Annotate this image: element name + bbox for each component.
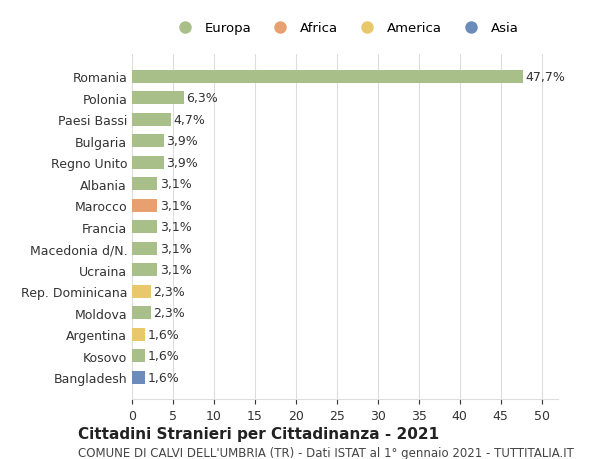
Bar: [132, 242, 157, 255]
Bar: [132, 157, 164, 169]
Bar: [132, 285, 151, 298]
Text: 4,7%: 4,7%: [173, 113, 205, 127]
Bar: [132, 71, 523, 84]
Bar: [132, 263, 157, 276]
Text: 1,6%: 1,6%: [148, 349, 179, 362]
Text: 2,3%: 2,3%: [154, 285, 185, 298]
Bar: [132, 307, 151, 319]
Bar: [132, 371, 145, 384]
Legend: Europa, Africa, America, Asia: Europa, Africa, America, Asia: [166, 17, 524, 40]
Text: 3,9%: 3,9%: [166, 157, 198, 169]
Text: 1,6%: 1,6%: [148, 371, 179, 384]
Text: 6,3%: 6,3%: [186, 92, 218, 105]
Text: 3,1%: 3,1%: [160, 242, 191, 255]
Bar: [132, 135, 164, 148]
Bar: [132, 92, 184, 105]
Bar: [132, 349, 145, 362]
Text: 3,1%: 3,1%: [160, 199, 191, 212]
Text: 3,1%: 3,1%: [160, 263, 191, 277]
Bar: [132, 199, 157, 212]
Text: 3,1%: 3,1%: [160, 221, 191, 234]
Text: 3,1%: 3,1%: [160, 178, 191, 191]
Bar: [132, 328, 145, 341]
Text: 3,9%: 3,9%: [166, 135, 198, 148]
Text: Cittadini Stranieri per Cittadinanza - 2021: Cittadini Stranieri per Cittadinanza - 2…: [78, 425, 439, 441]
Bar: [132, 113, 170, 127]
Bar: [132, 221, 157, 234]
Text: 2,3%: 2,3%: [154, 307, 185, 319]
Text: 1,6%: 1,6%: [148, 328, 179, 341]
Bar: [132, 178, 157, 191]
Text: COMUNE DI CALVI DELL'UMBRIA (TR) - Dati ISTAT al 1° gennaio 2021 - TUTTITALIA.IT: COMUNE DI CALVI DELL'UMBRIA (TR) - Dati …: [78, 446, 574, 459]
Text: 47,7%: 47,7%: [525, 71, 565, 84]
